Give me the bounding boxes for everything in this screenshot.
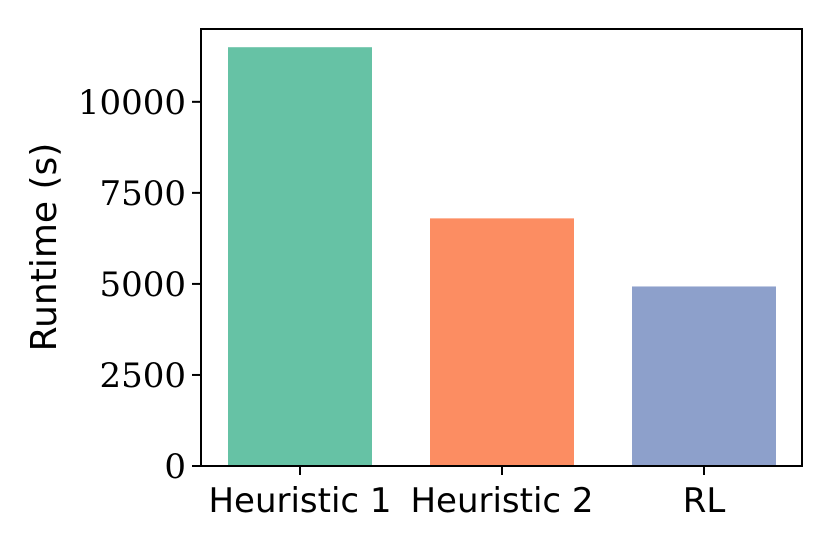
y-axis: 0 2500 5000 7500 10000	[78, 83, 201, 487]
y-axis-label: Runtime (s)	[24, 143, 65, 352]
bar-heuristic-1	[228, 47, 372, 466]
y-tick-label: 5000	[99, 265, 186, 305]
x-tick-label: Heuristic 1	[208, 481, 391, 521]
y-tick-label: 0	[164, 447, 186, 487]
plot-frame	[200, 28, 803, 467]
bar-rl	[632, 286, 776, 466]
x-tick-label: RL	[683, 481, 726, 521]
y-tick-label: 2500	[99, 356, 186, 396]
y-tick-label: 7500	[99, 174, 186, 214]
bar-heuristic-2	[430, 218, 574, 466]
y-tick-label: 10000	[78, 83, 186, 123]
bars	[228, 47, 776, 466]
x-tick-label: Heuristic 2	[410, 481, 593, 521]
x-axis: Heuristic 1 Heuristic 2 RL	[208, 466, 725, 521]
